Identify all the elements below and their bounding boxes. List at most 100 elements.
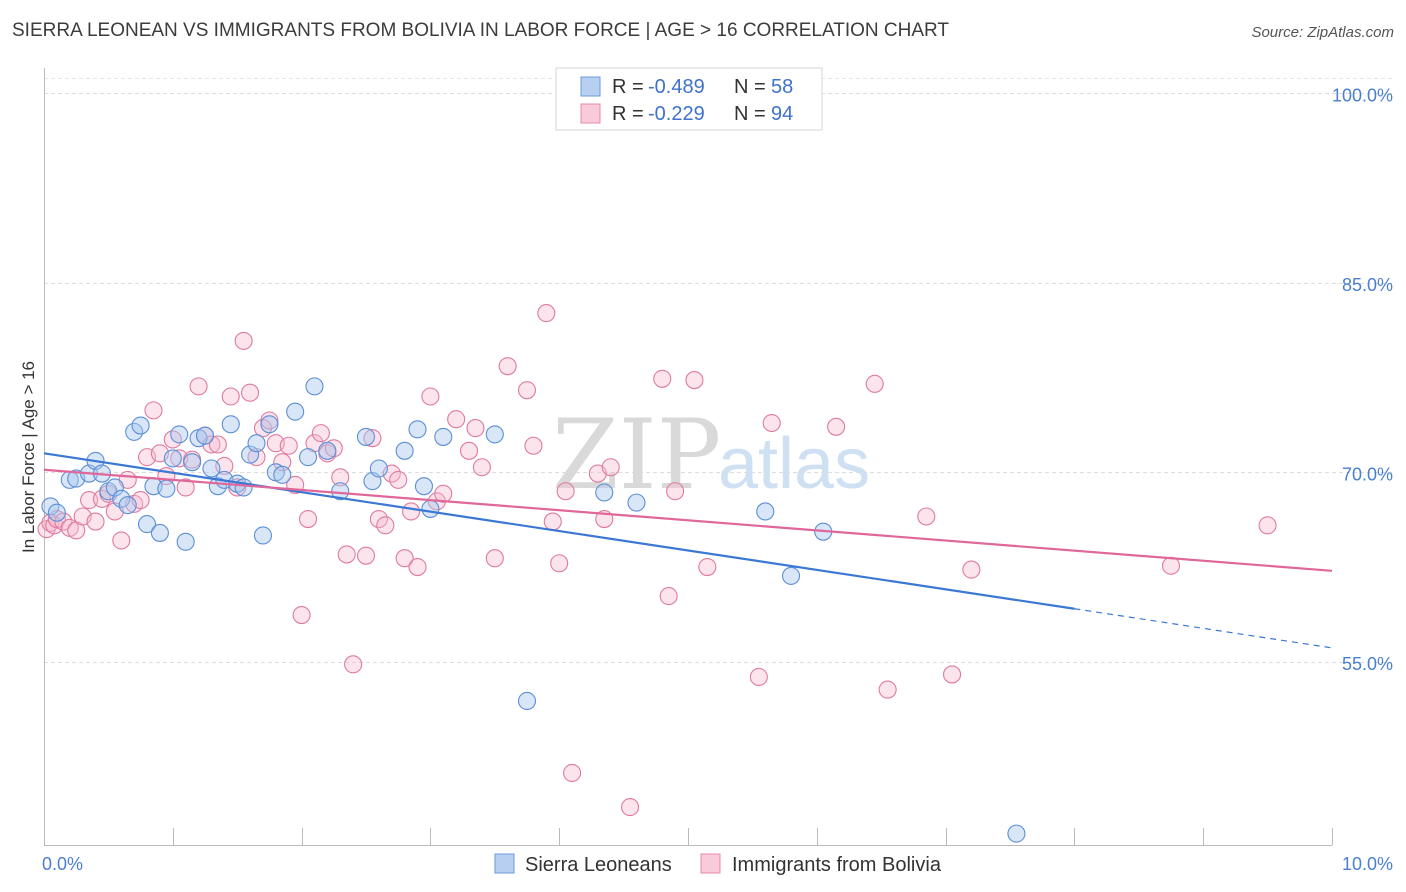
bolivia-point <box>311 424 330 443</box>
bolivia-point <box>762 413 781 433</box>
bolivia-point <box>653 369 672 388</box>
sierra-leonean-point <box>318 441 337 460</box>
sierra-leonean-point <box>781 566 801 585</box>
y-tick-labels: 100.0% 85.0% 70.0% 55.0% <box>1332 85 1393 674</box>
sierra-leonean-point <box>247 434 266 453</box>
sierra-leonean-point <box>105 478 124 497</box>
sierra-leonean-point <box>157 479 176 498</box>
grid-lines <box>44 78 1395 663</box>
sierra-leonean-point <box>253 526 273 545</box>
bolivia-point <box>279 436 298 455</box>
y-tick-label: 85.0% <box>1342 275 1393 295</box>
legend-r-label-1: R = <box>612 76 644 98</box>
sierra-leonean-point <box>408 420 427 439</box>
y-tick-label: 70.0% <box>1342 464 1393 484</box>
bolivia-point <box>659 587 678 606</box>
chart-title: SIERRA LEONEAN VS IMMIGRANTS FROM BOLIVI… <box>12 20 950 41</box>
y-tick-label: 55.0% <box>1342 654 1393 674</box>
bolivia-point <box>447 410 466 429</box>
legend-bottom-swatch-pink <box>700 853 721 874</box>
bolivia-point <box>80 491 99 510</box>
sierra-leonean-point <box>298 448 318 467</box>
sierra-leonean-point <box>273 465 292 484</box>
legend-series: Sierra Leoneans Immigrants from Bolivia <box>494 853 942 876</box>
bolivia-point <box>827 417 846 436</box>
sierra-leonean-point <box>118 496 137 515</box>
sierra-leonean-point <box>286 402 305 421</box>
legend-n-value-1: 58 <box>771 76 793 98</box>
legend-stats: R = -0.489 N = 58 R = -0.229 N = 94 <box>555 67 823 131</box>
trend-line <box>43 452 1075 610</box>
bolivia-point <box>749 667 768 687</box>
watermark: ZIP atlas <box>552 399 870 511</box>
bolivia-point <box>208 435 227 454</box>
x-tick-label: 10.0% <box>1342 854 1393 874</box>
trend-line <box>43 468 1333 572</box>
bolivia-point <box>942 665 962 684</box>
sierra-leonean-point <box>131 416 150 435</box>
bolivia-point <box>537 304 556 323</box>
legend-swatch-pink <box>580 103 601 124</box>
bolivia-point <box>356 546 376 565</box>
sierra-leonean-point <box>369 459 388 478</box>
bolivia-point <box>344 655 363 674</box>
sierra-leonean-point <box>163 449 182 468</box>
bolivia-point <box>408 557 427 577</box>
bolivia-point <box>189 377 208 396</box>
sierra-leonean-point <box>195 426 215 445</box>
sierra-leonean-point <box>517 691 537 711</box>
sierra-leonean-point <box>756 502 775 521</box>
sierra-leonean-point <box>170 425 189 444</box>
legend-n-label-1: N = <box>734 76 766 98</box>
bolivia-point <box>556 482 575 501</box>
sierra-leonean-point <box>485 425 504 444</box>
bolivia-point <box>176 478 195 497</box>
legend-r-value-1: -0.489 <box>648 76 705 98</box>
bolivia-point <box>466 419 485 438</box>
trend-lines <box>43 452 1333 649</box>
bolivia-point <box>337 545 356 564</box>
bolivia-point <box>376 516 395 535</box>
bolivia-point <box>865 374 884 393</box>
sierra-leonean-point <box>627 493 646 512</box>
bolivia-point <box>498 357 517 376</box>
bolivia-point <box>1258 516 1277 535</box>
bolivia-point <box>517 381 537 400</box>
series-bolivia-points <box>37 304 1277 817</box>
sierra-leonean-point <box>356 427 376 446</box>
bolivia-point <box>234 331 253 350</box>
bolivia-point <box>434 484 453 503</box>
y-tick-label: 100.0% <box>1332 85 1393 105</box>
sierra-leonean-point <box>395 441 414 460</box>
legend-n-value-2: 94 <box>771 103 793 125</box>
bolivia-point <box>421 387 440 406</box>
bolivia-point <box>273 453 292 472</box>
bolivia-point <box>260 411 279 430</box>
bolivia-point <box>395 549 414 568</box>
bolivia-point <box>601 458 620 477</box>
legend-bottom-swatch-blue <box>494 853 515 874</box>
bolivia-point <box>402 502 421 521</box>
bolivia-point <box>550 554 569 573</box>
legend-bottom-label-1: Sierra Leoneans <box>525 854 672 876</box>
bolivia-point <box>112 531 131 550</box>
sierra-leonean-point <box>202 459 221 478</box>
bolivia-point <box>543 512 562 531</box>
axes <box>44 68 1333 846</box>
bolivia-point <box>962 560 981 579</box>
sierra-leonean-point <box>221 415 240 434</box>
sierra-leonean-point <box>595 483 614 502</box>
bolivia-point <box>389 470 408 489</box>
sierra-leonean-point <box>241 445 260 464</box>
bolivia-point <box>144 401 163 420</box>
bolivia-point <box>878 680 897 699</box>
sierra-leonean-point <box>305 377 324 396</box>
bolivia-point <box>459 441 479 460</box>
sierra-leonean-point <box>137 515 157 534</box>
watermark-zip: ZIP <box>552 399 721 511</box>
bolivia-point <box>620 798 640 817</box>
bolivia-point <box>666 482 685 501</box>
bolivia-point <box>485 549 504 568</box>
trend-line-projection <box>1074 608 1333 649</box>
